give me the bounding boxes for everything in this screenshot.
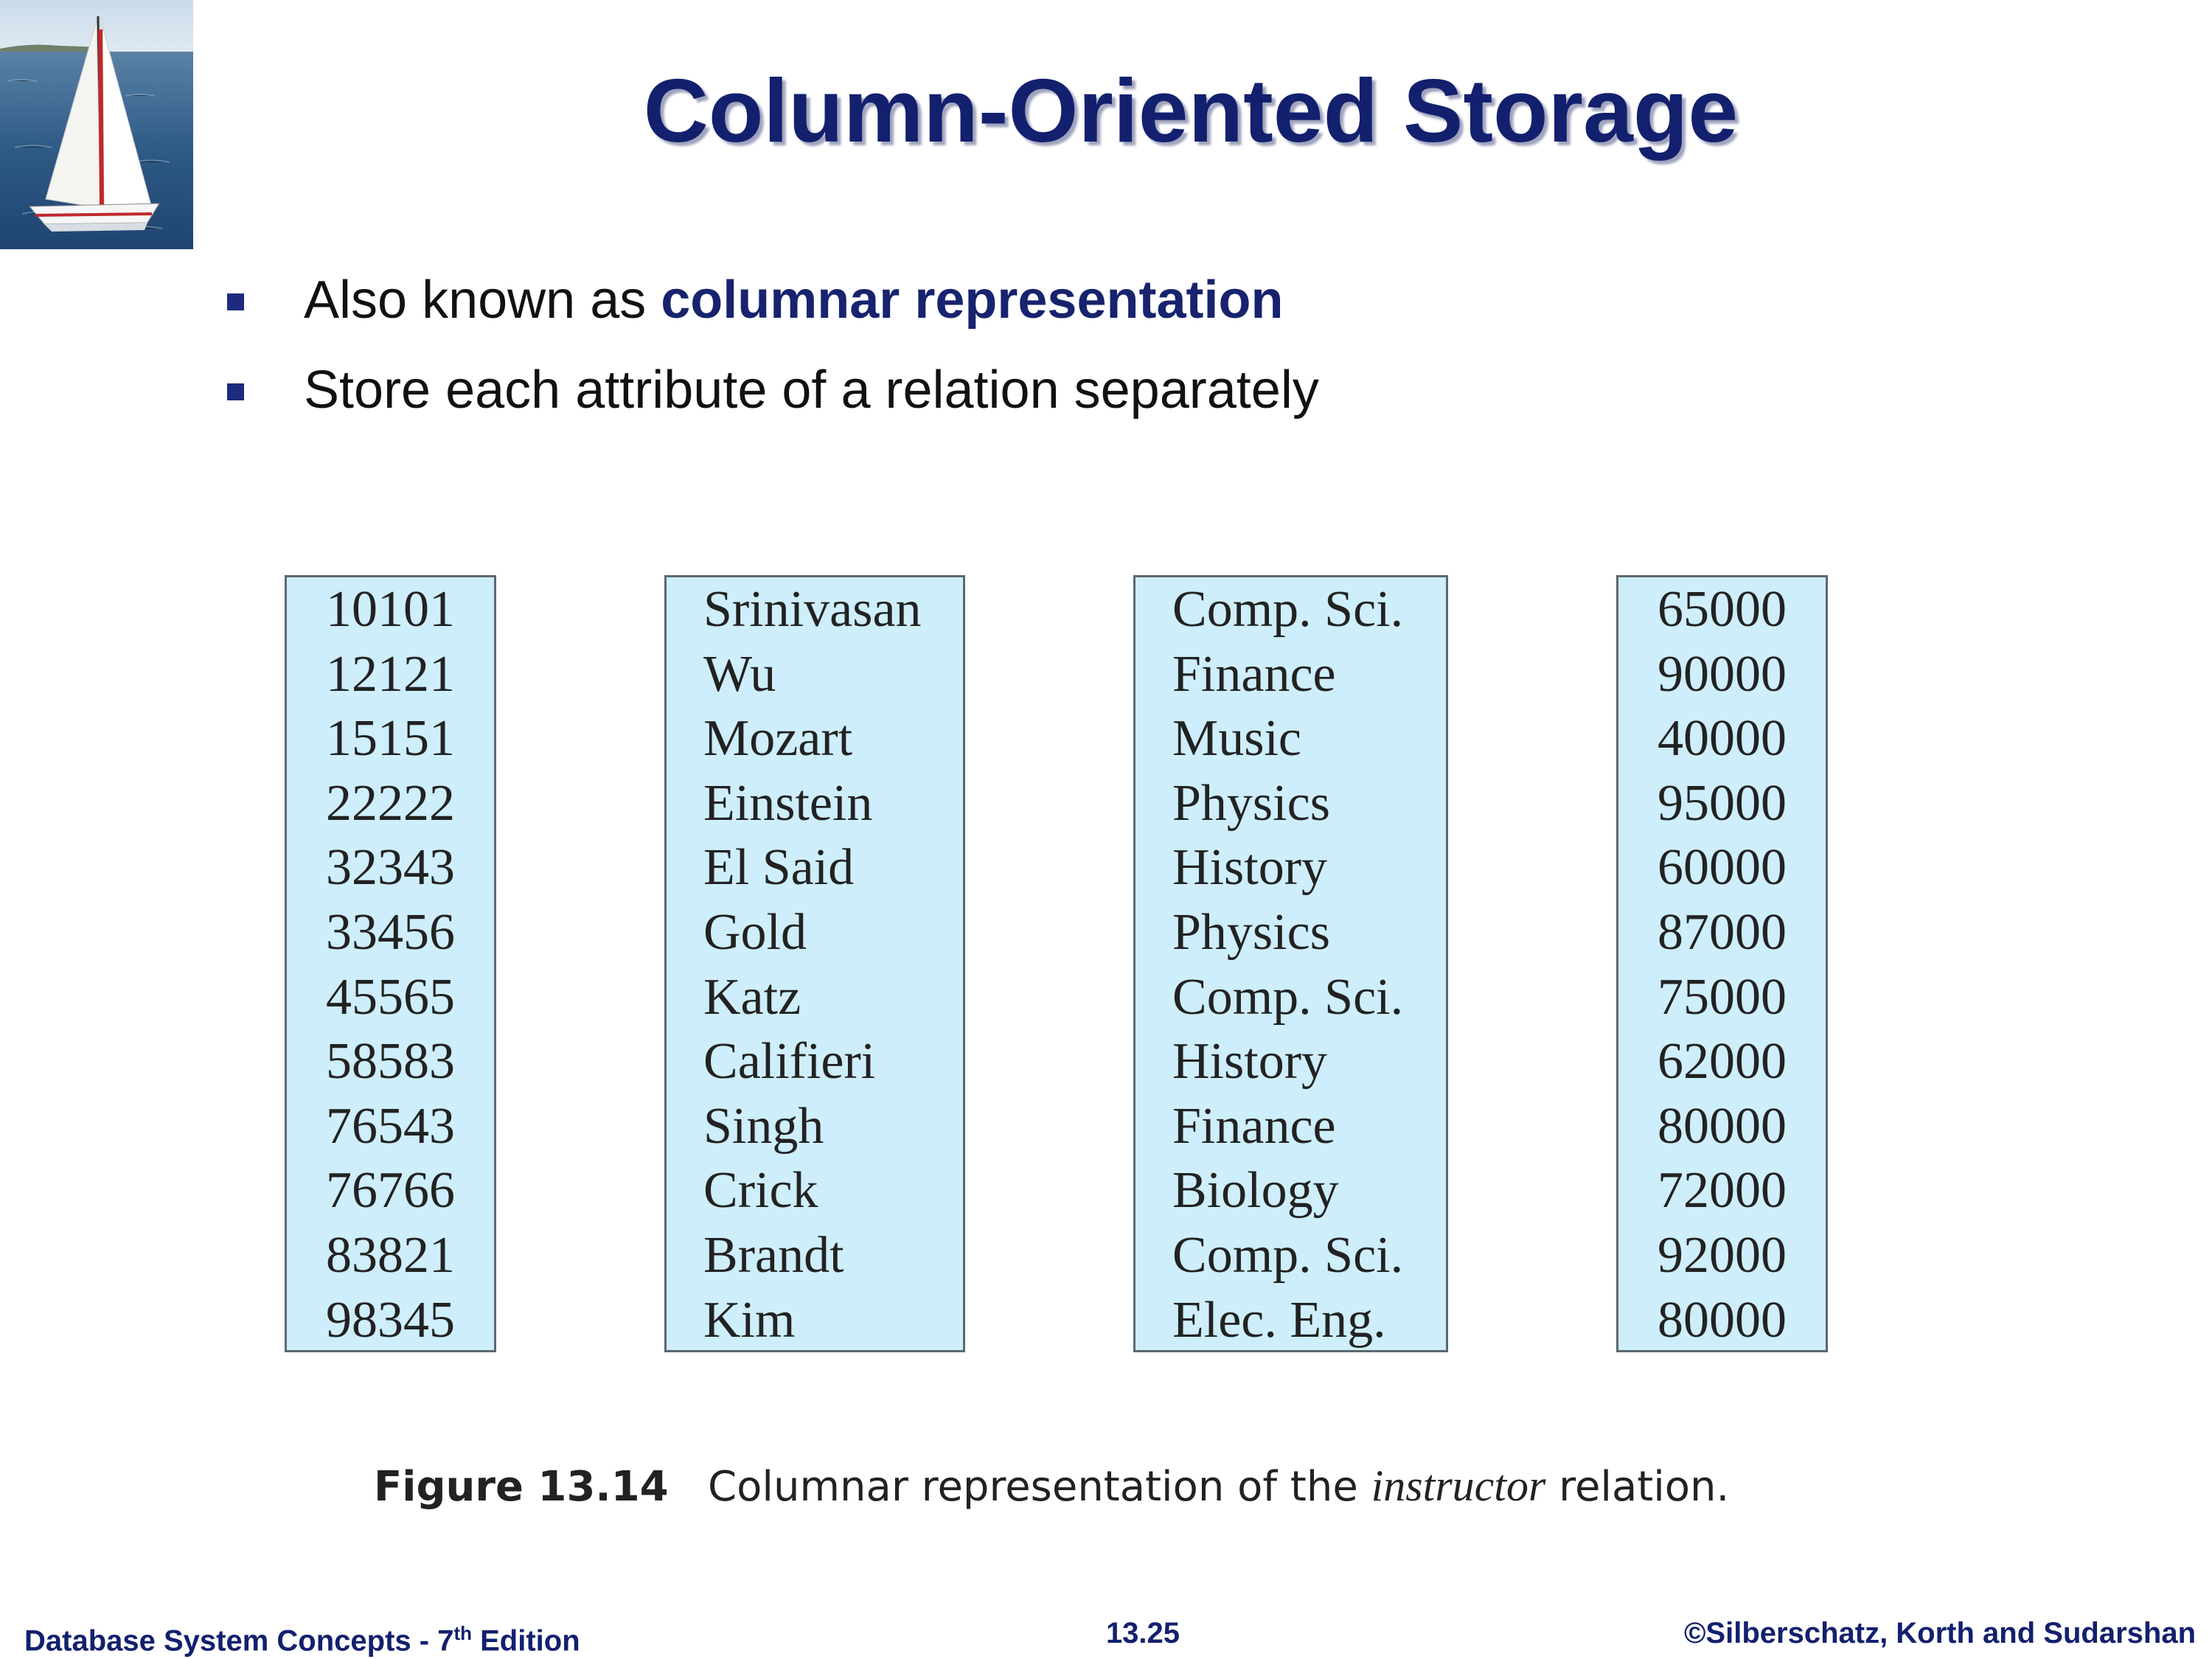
- footer-book-name: Database System Concepts - 7: [24, 1624, 454, 1658]
- column-cell: Finance: [1172, 1097, 1336, 1155]
- caption-text-after: relation.: [1545, 1463, 1730, 1511]
- column-cell: Wu: [703, 645, 776, 703]
- column-cell: 15151: [326, 710, 455, 768]
- column-cell: Kim: [703, 1291, 796, 1349]
- column-cell: 72000: [1658, 1162, 1787, 1220]
- column-cell: Elec. Eng.: [1172, 1291, 1386, 1349]
- column-cell: Biology: [1172, 1162, 1339, 1220]
- column-cell: 40000: [1658, 710, 1787, 768]
- column-cell: Califieri: [703, 1033, 876, 1091]
- column-cell: 62000: [1658, 1033, 1787, 1091]
- column-cell: 22222: [326, 774, 455, 832]
- column-cell: Physics: [1172, 904, 1330, 961]
- bullet-item: Store each attribute of a relation separ…: [0, 357, 2212, 423]
- column-cell: 33456: [326, 904, 455, 961]
- page-title: Column-Oriented Storage: [643, 60, 1739, 161]
- footer-edition-word: Edition: [472, 1624, 580, 1658]
- column-cell: 45565: [326, 968, 455, 1026]
- column-cell: Gold: [703, 904, 807, 961]
- column-cell: 87000: [1658, 904, 1787, 961]
- column-cell: Singh: [703, 1097, 824, 1155]
- column-cell: Finance: [1172, 645, 1336, 703]
- footer-book-title: Database System Concepts - 7th Edition: [24, 1615, 580, 1659]
- column-cell: Crick: [703, 1162, 818, 1220]
- figure-label: Figure 13.14: [374, 1463, 669, 1511]
- column-dept-name: Comp. Sci. Finance Music Physics History Phys…: [1133, 575, 1448, 1352]
- column-cell: 65000: [1658, 581, 1787, 638]
- figure-caption: Figure 13.14 Columnar representation of …: [374, 1455, 1729, 1518]
- column-cell: History: [1172, 839, 1327, 897]
- square-bullet-icon: [227, 383, 244, 400]
- column-cell: 32343: [326, 839, 455, 897]
- footer-copyright: ©Silberschatz, Korth and Sudarshan: [1683, 1617, 2196, 1649]
- bullet-text: Store each attribute of a relation separ…: [304, 357, 1319, 423]
- column-cell: History: [1172, 1033, 1327, 1091]
- column-cell: 83821: [326, 1227, 455, 1284]
- column-name: Srinivasan Wu Mozart Einstein El Said Gold Kat…: [664, 575, 965, 1352]
- column-cell: Music: [1172, 710, 1301, 768]
- column-salary: 65000 90000 40000 95000 60000 87000 75000 62000…: [1616, 575, 1828, 1352]
- column-cell: 98345: [326, 1291, 455, 1349]
- column-cell: Comp. Sci.: [1172, 968, 1404, 1026]
- column-cell: Einstein: [703, 774, 873, 832]
- bullet-text: Also known as columnar representation: [304, 267, 1283, 333]
- column-id: 10101 12121 15151 22222 32343 33456 45565 58583…: [285, 575, 496, 1352]
- column-cell: 95000: [1658, 774, 1787, 832]
- column-cell: 58583: [326, 1033, 455, 1091]
- column-cell: Comp. Sci.: [1172, 581, 1404, 638]
- column-cell: Physics: [1172, 774, 1330, 832]
- column-cell: 90000: [1658, 645, 1787, 703]
- column-cell: Katz: [703, 968, 801, 1026]
- column-cell: Brandt: [703, 1227, 844, 1284]
- footer-page-number: 13.25: [1105, 1617, 1180, 1649]
- column-cell: 92000: [1658, 1227, 1787, 1284]
- column-cell: 80000: [1658, 1097, 1787, 1155]
- column-cell: 10101: [326, 581, 455, 638]
- column-cell: 76543: [326, 1097, 455, 1155]
- square-bullet-icon: [227, 293, 244, 310]
- column-cell: 80000: [1658, 1291, 1787, 1349]
- column-cell: 60000: [1658, 839, 1787, 897]
- sailboat-logo: [0, 0, 193, 249]
- caption-relation: instructor: [1371, 1461, 1546, 1510]
- footer-edition-sup: th: [453, 1622, 472, 1644]
- bullet-emphasis: columnar representation: [661, 271, 1284, 330]
- column-cell: El Said: [703, 839, 855, 897]
- bullet-prefix: Store each attribute of a relation separ…: [304, 361, 1319, 420]
- column-cell: 76766: [326, 1162, 455, 1220]
- column-cell: Comp. Sci.: [1172, 1227, 1404, 1284]
- caption-text-before: Columnar representation of the: [708, 1463, 1371, 1511]
- column-cell: Mozart: [703, 710, 853, 768]
- caption-gap: [669, 1463, 708, 1511]
- column-cell: 75000: [1658, 968, 1787, 1026]
- column-cell: Srinivasan: [703, 581, 922, 638]
- bullet-item: Also known as columnar representation: [0, 267, 2212, 333]
- column-cell: 12121: [326, 645, 455, 703]
- bullet-prefix: Also known as: [304, 271, 661, 330]
